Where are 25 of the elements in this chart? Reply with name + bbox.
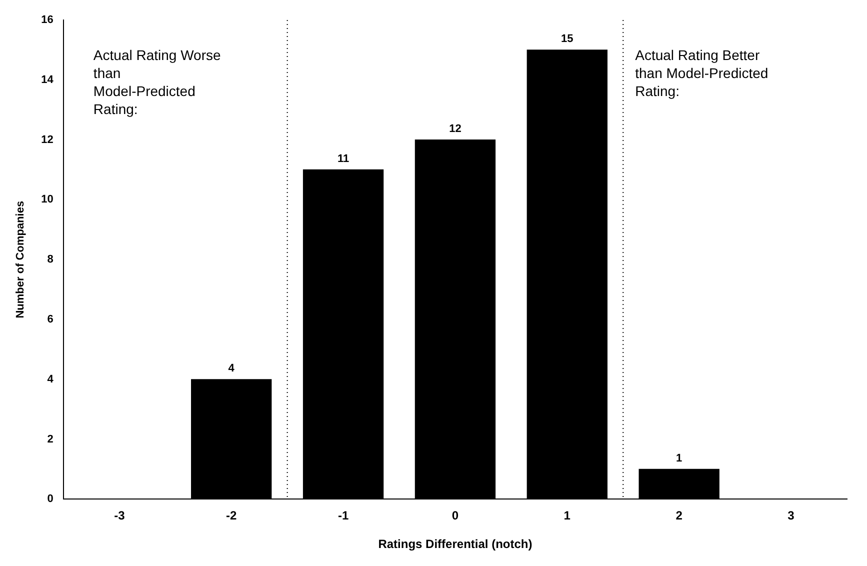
x-tick-label: 2	[676, 508, 683, 523]
x-tick-label: -1	[338, 508, 349, 523]
y-tick-label: 12	[41, 134, 54, 146]
x-tick-label: -2	[226, 508, 237, 523]
y-tick-label: 2	[47, 433, 54, 446]
x-axis-title: Ratings Differential (notch)	[378, 537, 532, 552]
x-tick-label: 1	[564, 508, 571, 523]
data-label: 11	[337, 152, 350, 165]
y-axis-title: Number of Companies	[14, 200, 27, 318]
x-tick-label: 0	[452, 508, 459, 523]
y-tick-label: 6	[47, 314, 54, 326]
y-tick-label: 16	[41, 14, 54, 26]
data-label: 15	[561, 32, 574, 45]
x-tick-label: 3	[788, 508, 795, 523]
y-tick-label: 14	[41, 74, 54, 86]
y-tick-label: 10	[41, 194, 54, 206]
data-label: 12	[449, 122, 462, 135]
y-tick-label: 4	[47, 373, 54, 386]
y-tick-label: 0	[47, 493, 54, 506]
y-tick-label: 8	[47, 254, 54, 266]
annotation: Actual Rating Better than Model-Predicted Rating:	[635, 47, 768, 99]
x-tick-label: -3	[114, 508, 126, 523]
data-label: 4	[228, 362, 236, 374]
annotation: Actual Rating Worse than Model-Predicted Rating:	[93, 47, 222, 117]
data-label: 1	[676, 452, 682, 464]
